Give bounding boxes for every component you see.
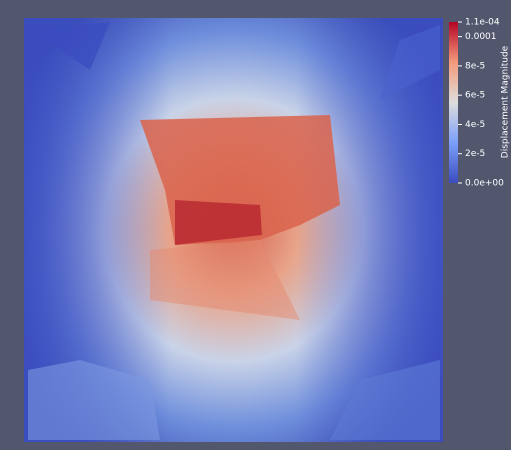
colorbar-tick-label: 4e-5	[465, 120, 485, 130]
colorbar-tick-label: 1.1e-04	[465, 18, 500, 28]
grain	[30, 22, 110, 70]
colorbar-scale	[449, 22, 458, 183]
core-max	[175, 200, 262, 245]
grain	[28, 360, 160, 440]
colorbar: Displacement Magnitude 0.0e+00 1.1e-04 2e-…	[449, 18, 511, 189]
render-view	[24, 18, 443, 442]
lower-core	[150, 240, 300, 320]
grain	[380, 25, 440, 100]
colorbar-tick-label: 0.0e+00	[465, 179, 504, 189]
grain	[330, 360, 440, 440]
colorbar-title: Displacement Magnitude	[501, 45, 511, 158]
colorbar-tick-label: 0.0001	[465, 32, 497, 42]
colorbar-tick-label: 6e-5	[465, 91, 485, 101]
colorbar-tick-label: 8e-5	[465, 61, 485, 71]
colorbar-tick-label: 2e-5	[465, 149, 485, 159]
